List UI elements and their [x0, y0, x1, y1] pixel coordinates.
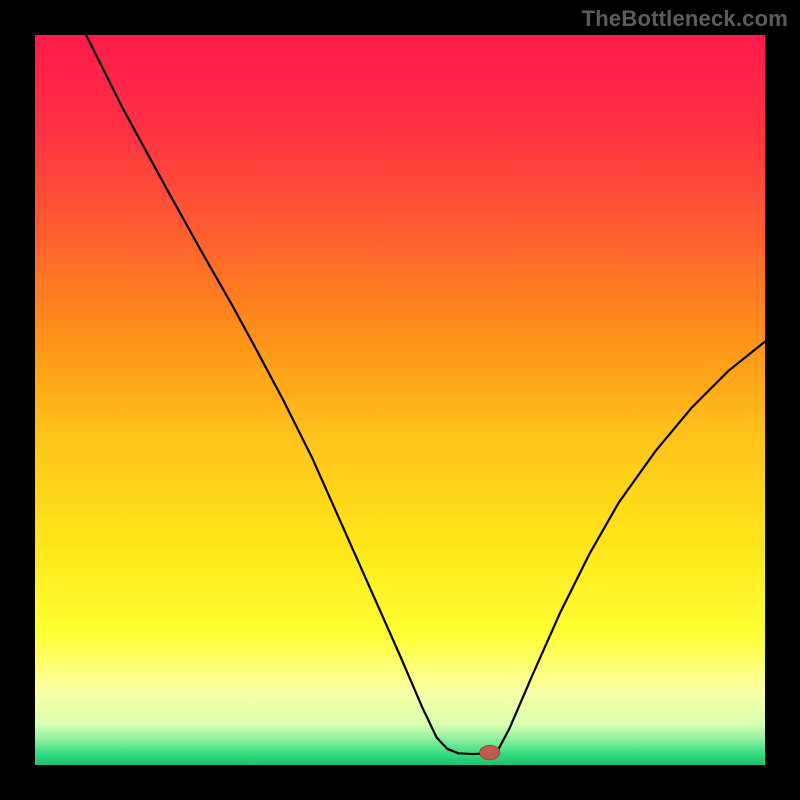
optimal-marker — [480, 745, 500, 760]
plot-area — [35, 35, 765, 765]
watermark-text: TheBottleneck.com — [582, 6, 788, 32]
plot-svg — [35, 35, 765, 765]
